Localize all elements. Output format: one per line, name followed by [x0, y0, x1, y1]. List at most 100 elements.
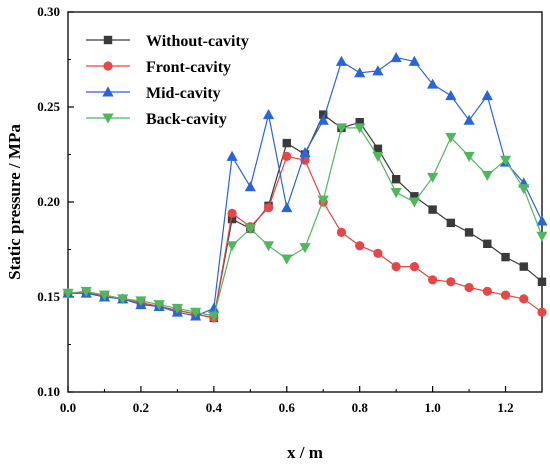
legend-item: Mid-cavity — [86, 85, 221, 102]
legend-label: Without-cavity — [146, 33, 249, 50]
data-point — [391, 175, 401, 184]
data-point — [244, 181, 256, 192]
x-tick-label: 0.4 — [206, 400, 223, 415]
series-mid-cavity — [62, 52, 548, 321]
data-point — [282, 151, 292, 161]
data-point — [482, 286, 492, 296]
data-point — [98, 290, 111, 301]
data-point — [427, 78, 439, 89]
data-point — [481, 170, 493, 181]
x-tick-label: 1.2 — [497, 400, 513, 415]
data-point — [281, 202, 293, 213]
data-point — [227, 208, 237, 218]
data-point — [519, 294, 529, 304]
data-point — [408, 55, 420, 66]
data-point — [282, 138, 291, 148]
data-point — [390, 188, 402, 199]
legend-label: Back-cavity — [146, 111, 227, 128]
series-line — [68, 56, 543, 317]
data-point — [373, 248, 383, 258]
x-axis-title: x / m — [287, 443, 323, 462]
data-point — [171, 303, 183, 314]
y-tick-label: 0.15 — [37, 289, 60, 304]
data-point — [391, 262, 401, 272]
data-point — [410, 192, 419, 201]
data-point — [354, 67, 366, 78]
data-point — [373, 144, 383, 153]
data-point — [319, 110, 328, 119]
data-point — [244, 224, 256, 235]
data-point — [299, 147, 311, 158]
data-point — [536, 231, 548, 242]
data-point — [519, 262, 528, 271]
data-point — [464, 228, 474, 237]
data-point — [500, 290, 511, 300]
data-point — [135, 296, 147, 307]
legend-label: Mid-cavity — [146, 85, 221, 102]
data-point — [408, 197, 420, 208]
y-axis-ticks: 0.10 0.15 0.20 0.25 0.30 — [37, 4, 74, 399]
x-tick-label: 0.0 — [60, 400, 76, 415]
data-point — [208, 302, 220, 313]
data-point — [390, 52, 402, 63]
data-point — [208, 311, 220, 322]
legend-marker — [103, 35, 113, 45]
plot-frame — [67, 11, 543, 393]
y-tick-label: 0.25 — [37, 99, 60, 114]
data-point — [62, 288, 74, 299]
data-point — [464, 282, 474, 293]
legend-marker — [103, 61, 113, 71]
data-point — [335, 123, 348, 134]
x-tick-label: 0.2 — [133, 400, 149, 415]
data-point — [226, 150, 238, 161]
series-back-cavity — [62, 123, 548, 322]
data-point — [428, 275, 438, 285]
data-point — [335, 55, 348, 66]
series-line — [68, 155, 543, 319]
data-point — [446, 218, 456, 228]
data-point — [499, 155, 512, 166]
x-tick-label: 0.6 — [279, 400, 296, 415]
data-point — [262, 241, 275, 252]
data-point — [446, 277, 456, 287]
legend-marker — [102, 113, 114, 124]
data-point — [445, 132, 457, 143]
y-tick-label: 0.30 — [37, 4, 60, 19]
y-tick-label: 0.10 — [37, 384, 60, 399]
data-point — [427, 172, 439, 183]
data-point — [463, 114, 475, 125]
x-tick-label: 0.8 — [352, 400, 369, 415]
data-point — [409, 262, 419, 272]
data-point — [428, 205, 437, 214]
data-point — [317, 114, 329, 125]
data-point — [537, 307, 547, 317]
data-point — [501, 252, 510, 262]
data-point — [262, 109, 275, 120]
data-point — [336, 227, 347, 237]
data-point — [226, 241, 238, 252]
data-point — [153, 300, 165, 311]
data-point — [372, 151, 384, 162]
plot-border — [67, 11, 543, 393]
data-point — [372, 65, 384, 76]
data-point — [354, 123, 366, 134]
data-point — [80, 286, 92, 297]
data-point — [299, 243, 311, 254]
data-point — [117, 294, 129, 305]
data-point — [536, 215, 548, 226]
data-point — [227, 214, 237, 224]
data-point — [263, 203, 274, 213]
legend-item: Back-cavity — [86, 111, 227, 128]
data-point — [445, 90, 457, 101]
legend: Without-cavity Front-cavity Mid-cavity Back… — [86, 33, 249, 128]
data-point — [483, 239, 492, 248]
x-tick-label: 1.0 — [424, 400, 440, 415]
series-layer — [62, 52, 548, 323]
data-point — [190, 307, 202, 318]
data-point — [281, 254, 293, 265]
legend-label: Front-cavity — [146, 59, 231, 76]
data-point — [317, 195, 329, 206]
y-tick-label: 0.20 — [37, 194, 60, 209]
series-without-cavity — [63, 110, 547, 323]
data-point — [481, 90, 493, 101]
